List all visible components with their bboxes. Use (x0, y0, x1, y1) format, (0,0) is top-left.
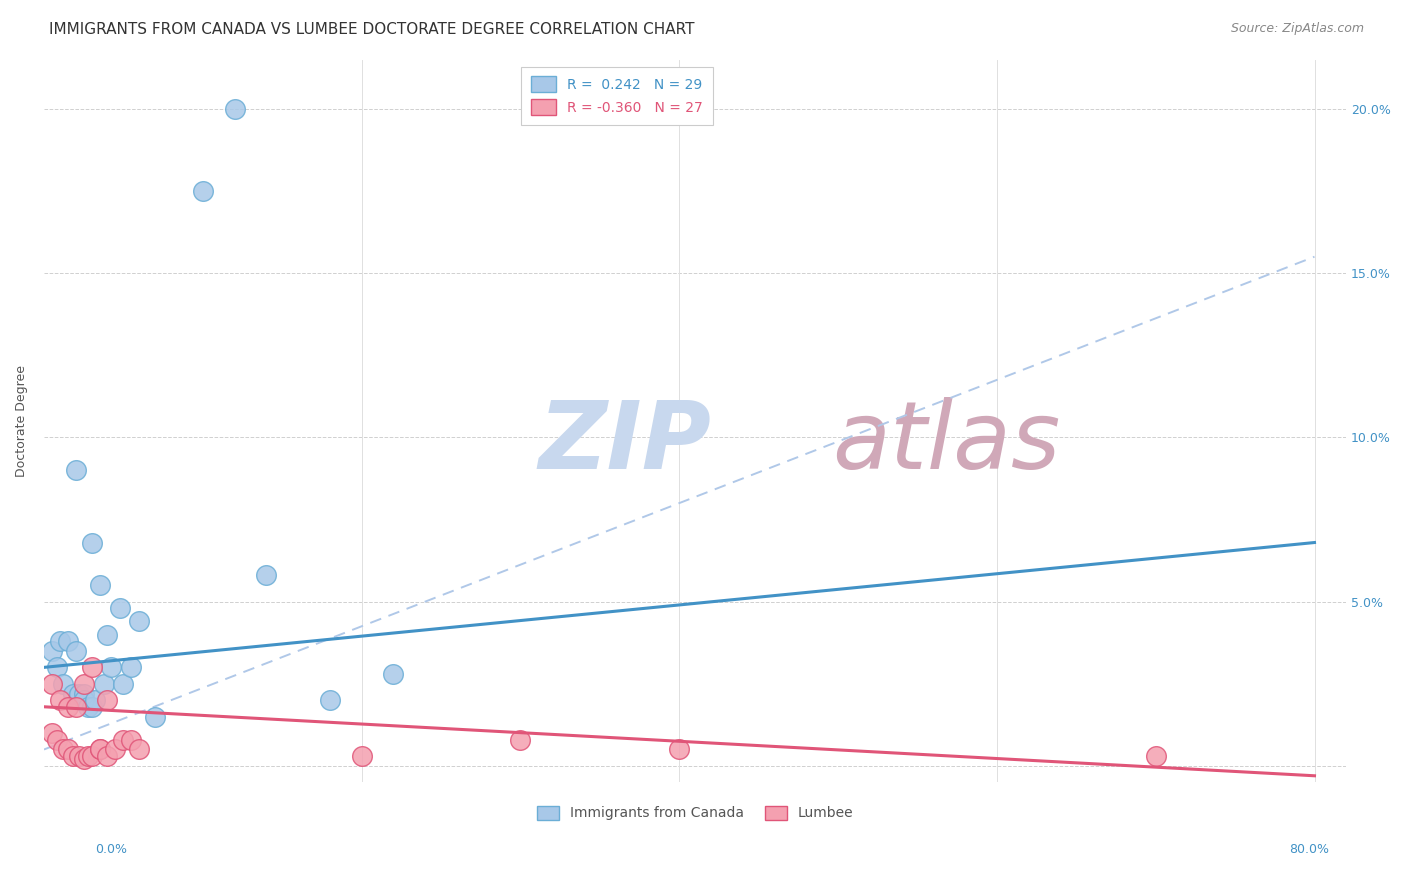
Point (65, 699, 87, 714)
Point (52, 742, 75, 756)
Point (191, 184, 214, 198)
Point (73, 693, 96, 707)
Point (96, 627, 118, 641)
Point (1144, 749, 1167, 764)
Point (56, 634, 79, 648)
Point (509, 732, 531, 747)
Text: 80.0%: 80.0% (1289, 843, 1329, 856)
Point (67, 749, 90, 764)
Point (49, 634, 72, 648)
Point (65, 463, 87, 477)
Point (100, 660, 122, 674)
Text: atlas: atlas (832, 397, 1060, 488)
Point (41, 726, 63, 740)
Point (41, 644, 63, 658)
Text: ZIP: ZIP (538, 397, 711, 489)
Point (120, 732, 142, 747)
Legend: Immigrants from Canada, Lumbee: Immigrants from Canada, Lumbee (531, 800, 859, 826)
Point (93, 677, 115, 691)
Point (319, 693, 342, 707)
Point (56, 699, 79, 714)
Point (49, 693, 72, 707)
Text: IMMIGRANTS FROM CANADA VS LUMBEE DOCTORATE DEGREE CORRELATION CHART: IMMIGRANTS FROM CANADA VS LUMBEE DOCTORA… (49, 22, 695, 37)
Point (62, 687, 84, 701)
Point (45, 660, 67, 674)
Point (224, 102, 246, 116)
Point (80, 699, 103, 714)
Point (382, 667, 405, 681)
Point (112, 732, 135, 747)
Point (128, 615, 150, 629)
Point (73, 687, 96, 701)
Text: Source: ZipAtlas.com: Source: ZipAtlas.com (1230, 22, 1364, 36)
Point (104, 742, 127, 756)
Point (65, 644, 87, 658)
Point (73, 752, 96, 766)
Point (112, 677, 135, 691)
Point (45, 732, 67, 747)
Point (83, 693, 105, 707)
Point (128, 742, 150, 756)
Point (350, 749, 373, 764)
Point (62, 749, 84, 764)
Point (52, 677, 75, 691)
Point (108, 601, 131, 615)
Point (41, 677, 63, 691)
Point (120, 660, 142, 674)
Point (89, 578, 111, 592)
Point (67, 687, 90, 701)
Point (89, 742, 111, 756)
Point (143, 709, 166, 723)
Point (77, 699, 100, 714)
Point (668, 742, 690, 756)
Y-axis label: Doctorate Degree: Doctorate Degree (15, 365, 28, 477)
Point (89, 742, 111, 756)
Point (80, 749, 103, 764)
Text: 0.0%: 0.0% (96, 843, 128, 856)
Point (96, 749, 118, 764)
Point (56, 742, 79, 756)
Point (80, 660, 103, 674)
Point (73, 677, 96, 691)
Point (77, 749, 100, 764)
Point (254, 568, 277, 582)
Point (80, 535, 103, 549)
Point (96, 693, 118, 707)
